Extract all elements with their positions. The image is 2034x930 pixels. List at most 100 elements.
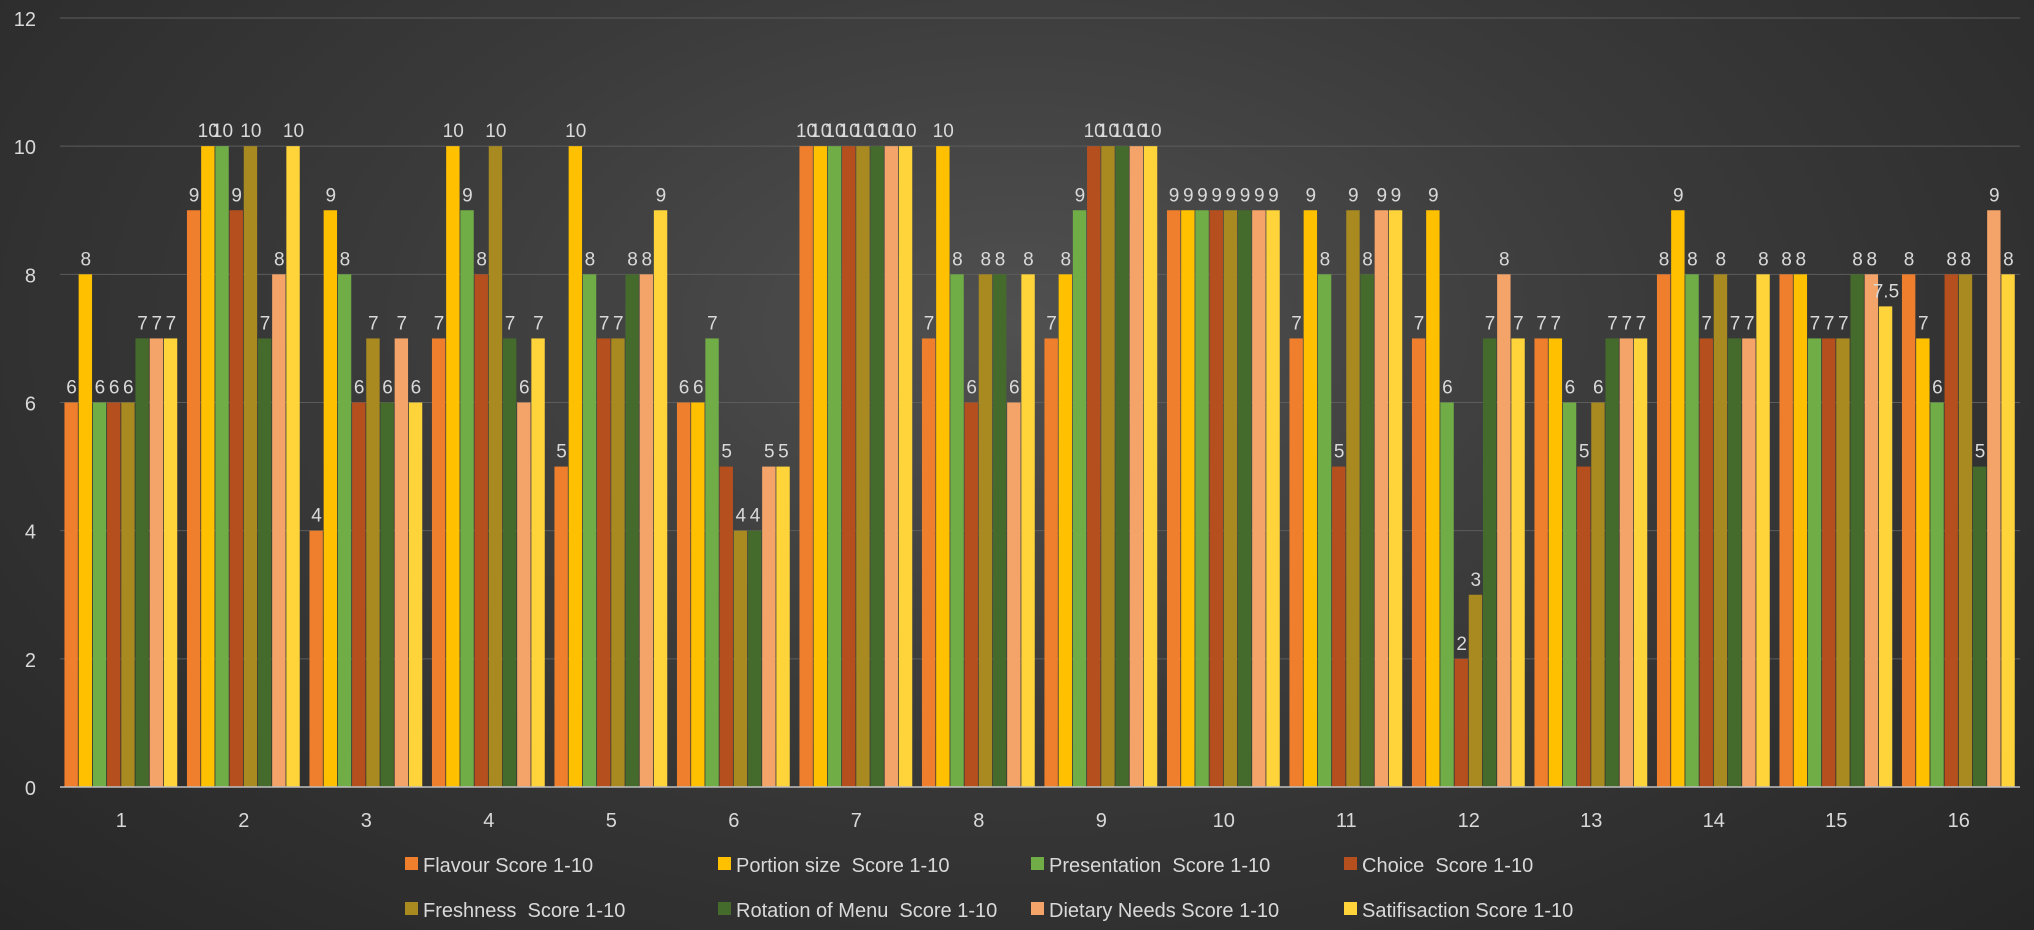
bar — [1454, 658, 1468, 787]
data-label: 9 — [189, 185, 200, 206]
data-label: 9 — [1075, 185, 1086, 206]
bar — [597, 338, 611, 787]
data-label: 6 — [1009, 378, 1020, 399]
bar — [733, 530, 748, 787]
bar — [1360, 274, 1374, 788]
y-tick-label: 10 — [14, 137, 36, 159]
y-tick-label: 12 — [14, 9, 36, 31]
data-label: 6 — [1442, 378, 1453, 399]
bar — [554, 466, 568, 787]
y-tick-label: 0 — [25, 778, 36, 800]
bar — [1656, 274, 1671, 788]
bar — [1916, 338, 1930, 787]
x-tick-label: 4 — [483, 810, 494, 832]
data-label: 9 — [1428, 185, 1439, 206]
data-label: 7 — [1513, 313, 1524, 334]
bar — [1742, 338, 1756, 787]
data-label: 9 — [1183, 185, 1194, 206]
data-label: 7 — [1701, 313, 1712, 334]
data-label: 8 — [1687, 249, 1698, 270]
data-label: 4 — [750, 506, 761, 527]
data-label: 3 — [1471, 570, 1482, 591]
bar — [1727, 338, 1742, 787]
data-label: 7 — [613, 313, 624, 334]
bar — [1633, 338, 1648, 787]
bar — [936, 146, 950, 788]
data-label: 7 — [166, 313, 177, 334]
bar — [1987, 210, 2001, 787]
bar — [1468, 594, 1483, 787]
bar — [921, 338, 936, 787]
x-tick-label: 16 — [1948, 810, 1970, 832]
x-tick-label: 5 — [606, 810, 617, 832]
data-label: 7 — [1536, 313, 1547, 334]
bar — [1166, 210, 1181, 787]
data-label: 7 — [1607, 313, 1618, 334]
legend-item: Presentation Score 1-10 — [1031, 855, 1270, 877]
bar — [1115, 146, 1129, 788]
data-label: 6 — [519, 378, 530, 399]
bar — [842, 146, 856, 788]
bar — [1944, 274, 1958, 788]
data-label: 8 — [1946, 249, 1957, 270]
y-tick-label: 6 — [25, 394, 36, 416]
bar — [502, 338, 517, 787]
data-label: 6 — [95, 378, 106, 399]
data-label: 7 — [396, 313, 407, 334]
data-label: 9 — [1254, 185, 1265, 206]
bar — [856, 146, 870, 788]
bar — [582, 274, 597, 788]
data-label: 7 — [1291, 313, 1302, 334]
bar — [1129, 146, 1144, 788]
data-label: 8 — [1060, 249, 1071, 270]
bar — [1699, 338, 1713, 787]
data-label: 7 — [707, 313, 718, 334]
data-label: 9 — [1226, 185, 1237, 206]
bar — [1864, 274, 1879, 788]
bar — [1252, 210, 1266, 787]
data-label: 2 — [1456, 634, 1467, 655]
data-label: 7 — [1824, 313, 1835, 334]
bar — [639, 274, 654, 788]
bar — [517, 402, 531, 787]
bar — [1930, 402, 1944, 787]
data-label: 10 — [1140, 121, 1161, 142]
y-axis-ticks: 0 2 4 6 8 10 12 — [14, 9, 36, 800]
x-tick-label: 10 — [1213, 810, 1235, 832]
data-label: 7 — [1046, 313, 1057, 334]
data-label: 5 — [1975, 442, 1986, 463]
bars — [64, 146, 2015, 788]
bar — [1317, 274, 1332, 788]
x-tick-label: 12 — [1458, 810, 1480, 832]
bar — [243, 146, 258, 788]
data-label: 10 — [283, 121, 304, 142]
bar — [1440, 402, 1454, 787]
data-label: 10 — [1098, 121, 1119, 142]
data-label: 6 — [354, 378, 365, 399]
data-label: 6 — [1565, 378, 1576, 399]
bar — [1021, 274, 1035, 788]
bar — [568, 146, 583, 788]
data-label: 6 — [66, 378, 77, 399]
bar — [1822, 338, 1836, 787]
data-label: 6 — [679, 378, 690, 399]
bar — [1562, 402, 1577, 787]
data-label: 7 — [1414, 313, 1425, 334]
data-label: 9 — [1673, 185, 1684, 206]
data-label: 8 — [274, 249, 285, 270]
data-label: 6 — [693, 378, 704, 399]
legend-swatch — [1031, 857, 1044, 870]
bar — [1374, 210, 1389, 787]
bar — [1793, 274, 1808, 788]
bar — [1511, 338, 1525, 787]
data-label: 10 — [1112, 121, 1133, 142]
legend-item: Dietary Needs Score 1-10 — [1031, 900, 1279, 922]
bar — [1482, 338, 1497, 787]
bar — [992, 274, 1007, 788]
bar — [1548, 338, 1563, 787]
data-label: 7 — [1730, 313, 1741, 334]
bar — [1223, 210, 1238, 787]
data-label: 8 — [1795, 249, 1806, 270]
data-label: 8 — [1499, 249, 1510, 270]
bar — [813, 146, 828, 788]
